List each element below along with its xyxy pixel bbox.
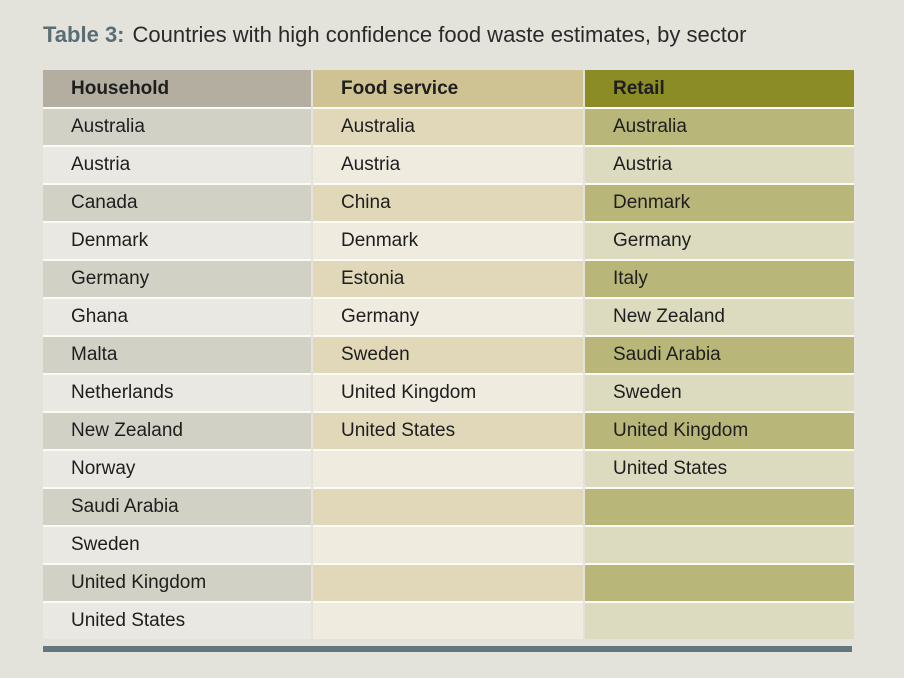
- cell-retail: Saudi Arabia: [585, 335, 854, 373]
- cell-household: United Kingdom: [43, 563, 311, 601]
- cell-food-service: Sweden: [313, 335, 583, 373]
- table-row: New Zealand United States United Kingdom: [43, 411, 854, 449]
- cell-household: Saudi Arabia: [43, 487, 311, 525]
- cell-retail: Sweden: [585, 373, 854, 411]
- cell-food-service: Austria: [313, 145, 583, 183]
- cell-retail: Denmark: [585, 183, 854, 221]
- cell-household: United States: [43, 601, 311, 639]
- table-number-label: Table 3:: [43, 22, 125, 47]
- cell-food-service: United Kingdom: [313, 373, 583, 411]
- cell-retail: United States: [585, 449, 854, 487]
- table-row: Australia Australia Australia: [43, 107, 854, 145]
- cell-retail: [585, 487, 854, 525]
- cell-household: Denmark: [43, 221, 311, 259]
- cell-household: Norway: [43, 449, 311, 487]
- table-row: Saudi Arabia: [43, 487, 854, 525]
- cell-household: Malta: [43, 335, 311, 373]
- cell-household: Germany: [43, 259, 311, 297]
- table-row: United States: [43, 601, 854, 639]
- table-header-row: Household Food service Retail: [43, 70, 854, 107]
- table-row: Netherlands United Kingdom Sweden: [43, 373, 854, 411]
- cell-retail: [585, 563, 854, 601]
- cell-food-service: Denmark: [313, 221, 583, 259]
- cell-food-service: [313, 525, 583, 563]
- sector-table: Household Food service Retail Australia A…: [43, 70, 854, 639]
- header-household: Household: [43, 70, 311, 107]
- cell-household: Australia: [43, 107, 311, 145]
- header-retail: Retail: [585, 70, 854, 107]
- cell-food-service: [313, 487, 583, 525]
- cell-food-service: Estonia: [313, 259, 583, 297]
- table-title-text: Countries with high confidence food wast…: [132, 22, 747, 47]
- table-row: Ghana Germany New Zealand: [43, 297, 854, 335]
- cell-food-service: China: [313, 183, 583, 221]
- cell-food-service: Australia: [313, 107, 583, 145]
- table-row: Canada China Denmark: [43, 183, 854, 221]
- cell-food-service: [313, 563, 583, 601]
- table-row: Sweden: [43, 525, 854, 563]
- table-row: Germany Estonia Italy: [43, 259, 854, 297]
- cell-retail: United Kingdom: [585, 411, 854, 449]
- table-bottom-rule: [43, 646, 852, 652]
- cell-household: Austria: [43, 145, 311, 183]
- cell-household: New Zealand: [43, 411, 311, 449]
- cell-retail: Austria: [585, 145, 854, 183]
- cell-retail: Italy: [585, 259, 854, 297]
- table-title: Table 3: Countries with high confidence f…: [43, 22, 746, 48]
- cell-retail: New Zealand: [585, 297, 854, 335]
- table-row: Denmark Denmark Germany: [43, 221, 854, 259]
- cell-food-service: Germany: [313, 297, 583, 335]
- cell-food-service: [313, 449, 583, 487]
- table-row: Malta Sweden Saudi Arabia: [43, 335, 854, 373]
- cell-household: Canada: [43, 183, 311, 221]
- cell-household: Ghana: [43, 297, 311, 335]
- cell-retail: [585, 525, 854, 563]
- cell-household: Sweden: [43, 525, 311, 563]
- cell-retail: Australia: [585, 107, 854, 145]
- table-row: United Kingdom: [43, 563, 854, 601]
- cell-retail: Germany: [585, 221, 854, 259]
- table-row: Austria Austria Austria: [43, 145, 854, 183]
- cell-household: Netherlands: [43, 373, 311, 411]
- cell-food-service: [313, 601, 583, 639]
- header-food-service: Food service: [313, 70, 583, 107]
- table-body: Australia Australia Australia Austria Austri…: [43, 107, 854, 639]
- cell-food-service: United States: [313, 411, 583, 449]
- table-row: Norway United States: [43, 449, 854, 487]
- cell-retail: [585, 601, 854, 639]
